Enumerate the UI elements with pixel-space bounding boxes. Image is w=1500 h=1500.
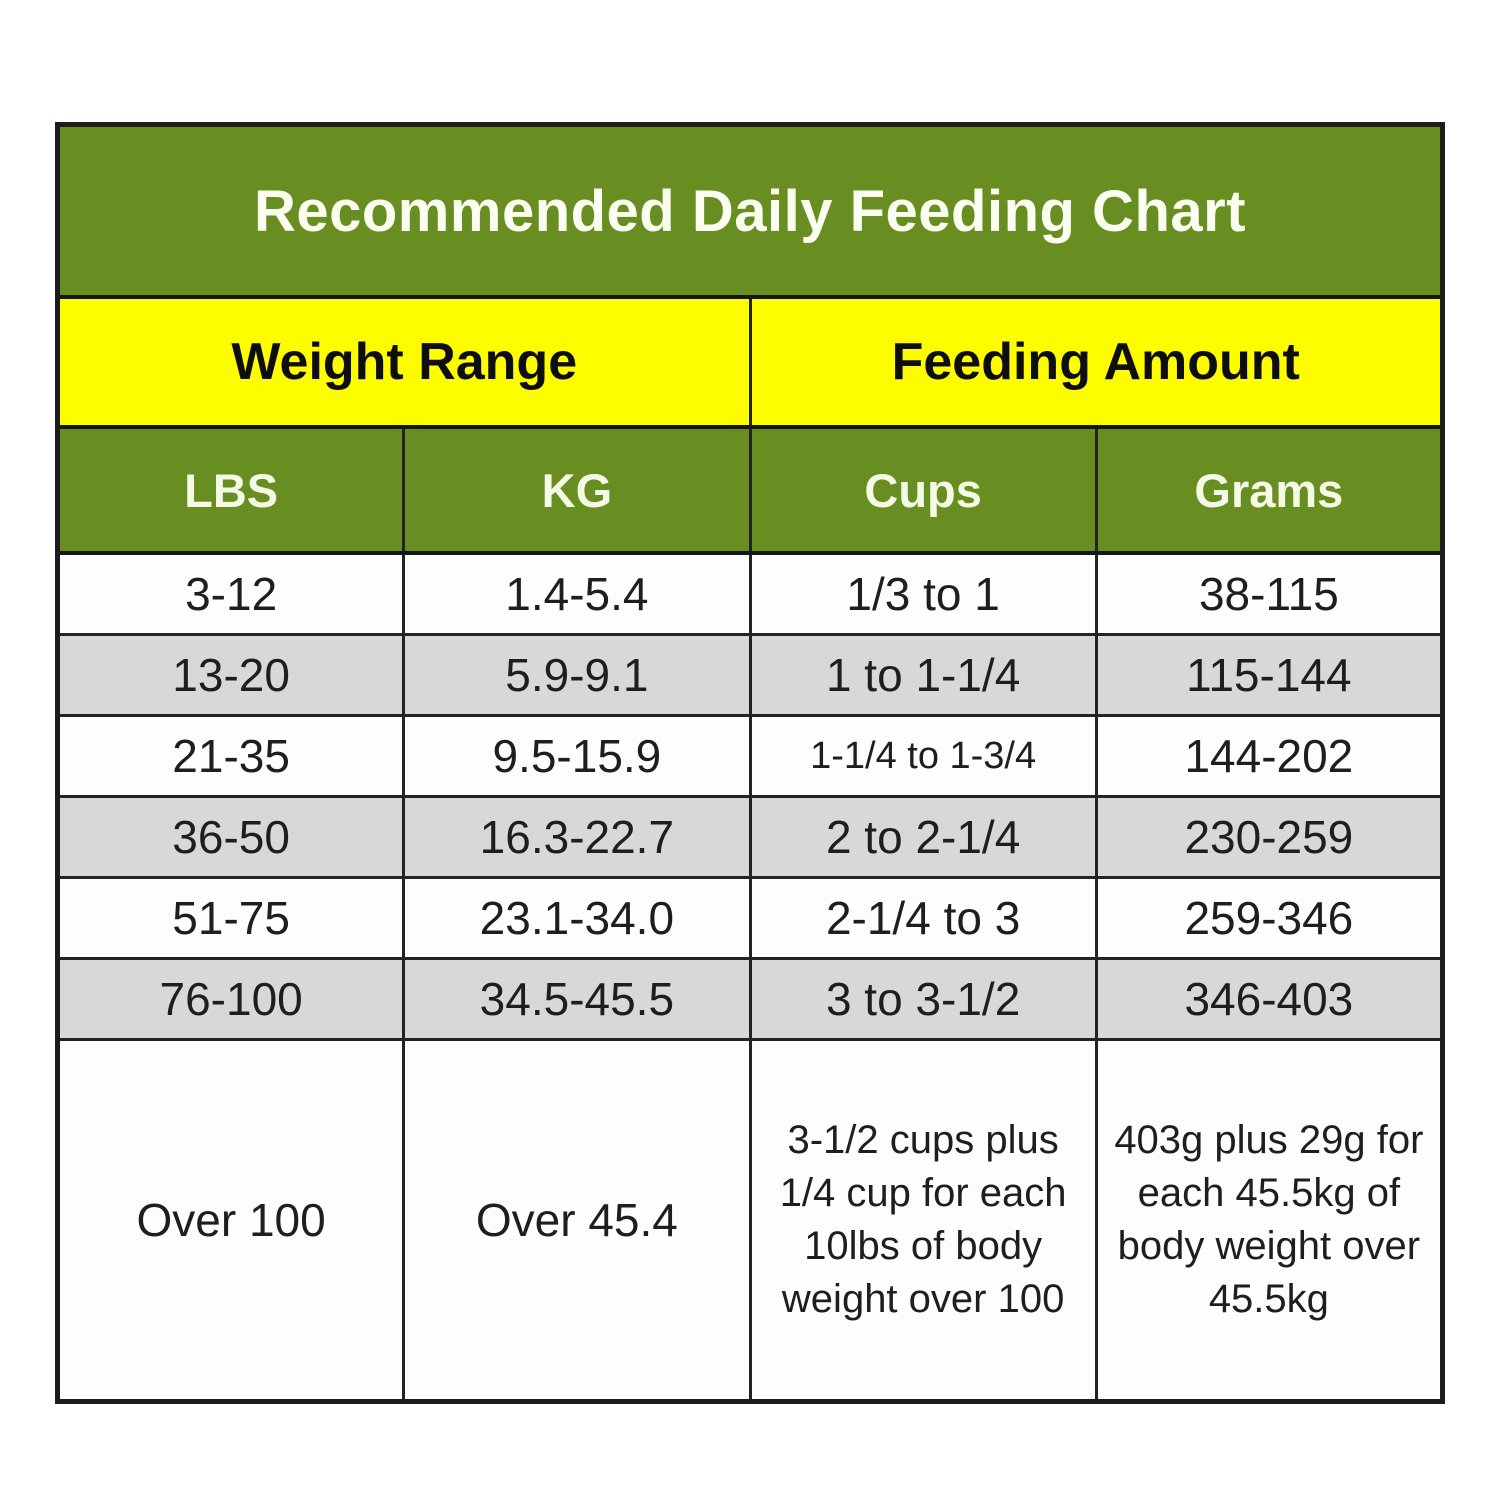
cell-kg: 23.1-34.0 [402, 876, 752, 960]
col-header-kg: KG [402, 425, 752, 555]
cell-cups: 1 to 1-1/4 [748, 633, 1098, 717]
feeding-chart-table: Recommended Daily Feeding Chart Weight R… [55, 122, 1445, 1404]
cell-kg: 1.4-5.4 [402, 551, 752, 636]
cell-grams: 144-202 [1094, 714, 1445, 798]
cell-kg: 5.9-9.1 [402, 633, 752, 717]
cell-cups: 2 to 2-1/4 [748, 795, 1098, 879]
table-row: 76-100 34.5-45.5 3 to 3-1/2 346-403 [55, 957, 1445, 1041]
cell-cups: 3-1/2 cups plus 1/4 cup for each 10lbs o… [748, 1038, 1098, 1403]
col-header-cups: Cups [748, 425, 1098, 555]
title-row: Recommended Daily Feeding Chart [56, 123, 1444, 299]
cell-lbs: 76-100 [55, 957, 406, 1041]
cell-lbs: 36-50 [55, 795, 406, 879]
col-header-lbs: LBS [55, 425, 406, 555]
cell-cups: 2-1/4 to 3 [748, 876, 1098, 960]
feeding-chart: Recommended Daily Feeding Chart Weight R… [55, 122, 1445, 1404]
group-header-feeding-amount: Feeding Amount [748, 295, 1444, 429]
cell-lbs: Over 100 [55, 1038, 406, 1403]
group-header-weight-range: Weight Range [56, 295, 752, 429]
table-row: 13-20 5.9-9.1 1 to 1-1/4 115-144 [55, 633, 1445, 717]
cell-cups: 1-1/4 to 1-3/4 [748, 714, 1098, 798]
col-header-grams: Grams [1094, 425, 1445, 555]
table-row: 36-50 16.3-22.7 2 to 2-1/4 230-259 [55, 795, 1445, 879]
cell-grams: 230-259 [1094, 795, 1445, 879]
cell-kg: 34.5-45.5 [402, 957, 752, 1041]
cell-cups: 3 to 3-1/2 [748, 957, 1098, 1041]
cell-grams: 38-115 [1094, 551, 1445, 636]
cell-cups: 1/3 to 1 [748, 551, 1098, 636]
cell-lbs: 3-12 [55, 551, 406, 636]
cell-lbs: 13-20 [55, 633, 406, 717]
cell-kg: 9.5-15.9 [402, 714, 752, 798]
cell-lbs: 21-35 [55, 714, 406, 798]
chart-title: Recommended Daily Feeding Chart [56, 123, 1444, 299]
cell-grams: 403g plus 29g for each 45.5kg of body we… [1094, 1038, 1445, 1403]
table-row: 3-12 1.4-5.4 1/3 to 1 38-115 [55, 551, 1445, 636]
cell-grams: 346-403 [1094, 957, 1445, 1041]
cell-grams: 259-346 [1094, 876, 1445, 960]
cell-lbs: 51-75 [55, 876, 406, 960]
cell-kg: 16.3-22.7 [402, 795, 752, 879]
table-row: 21-35 9.5-15.9 1-1/4 to 1-3/4 144-202 [55, 714, 1445, 798]
group-header-row: Weight Range Feeding Amount [56, 295, 1444, 429]
table-row-over-limit: Over 100 Over 45.4 3-1/2 cups plus 1/4 c… [55, 1038, 1445, 1403]
cell-kg: Over 45.4 [402, 1038, 752, 1403]
table-row: 51-75 23.1-34.0 2-1/4 to 3 259-346 [55, 876, 1445, 960]
cell-grams: 115-144 [1094, 633, 1445, 717]
column-header-row: LBS KG Cups Grams [55, 425, 1445, 555]
